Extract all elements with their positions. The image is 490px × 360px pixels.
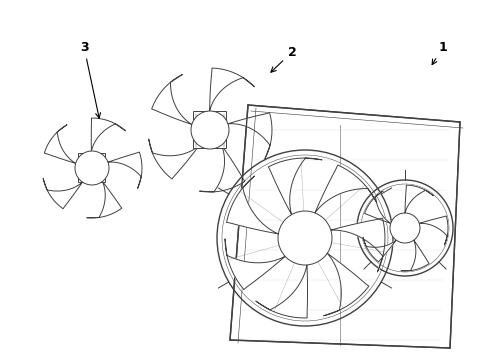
Polygon shape bbox=[91, 118, 125, 151]
FancyBboxPatch shape bbox=[78, 153, 105, 183]
Polygon shape bbox=[363, 237, 396, 262]
Circle shape bbox=[395, 218, 415, 238]
Text: 3: 3 bbox=[80, 41, 100, 118]
Circle shape bbox=[287, 220, 323, 256]
Circle shape bbox=[81, 157, 103, 179]
Polygon shape bbox=[230, 105, 460, 348]
Polygon shape bbox=[225, 239, 285, 289]
Polygon shape bbox=[405, 185, 434, 213]
Circle shape bbox=[390, 213, 420, 243]
Circle shape bbox=[75, 151, 109, 185]
Circle shape bbox=[278, 211, 332, 265]
Text: 1: 1 bbox=[432, 41, 447, 64]
Polygon shape bbox=[226, 176, 278, 234]
Polygon shape bbox=[323, 253, 369, 316]
Text: 2: 2 bbox=[271, 45, 296, 72]
Polygon shape bbox=[401, 240, 429, 271]
Polygon shape bbox=[152, 75, 192, 125]
Circle shape bbox=[203, 123, 217, 137]
Polygon shape bbox=[331, 218, 385, 272]
Circle shape bbox=[86, 162, 98, 174]
Polygon shape bbox=[199, 145, 245, 192]
Polygon shape bbox=[228, 113, 272, 159]
Polygon shape bbox=[44, 125, 75, 163]
Polygon shape bbox=[419, 216, 448, 245]
Polygon shape bbox=[315, 165, 377, 213]
Circle shape bbox=[197, 118, 222, 142]
Circle shape bbox=[400, 223, 410, 233]
Polygon shape bbox=[43, 179, 82, 209]
Polygon shape bbox=[269, 158, 322, 215]
Circle shape bbox=[86, 162, 98, 174]
Circle shape bbox=[300, 233, 310, 243]
Polygon shape bbox=[256, 265, 308, 318]
Circle shape bbox=[191, 111, 229, 149]
FancyBboxPatch shape bbox=[194, 112, 226, 149]
Polygon shape bbox=[87, 181, 122, 218]
Circle shape bbox=[203, 123, 217, 137]
Polygon shape bbox=[108, 152, 142, 188]
Polygon shape bbox=[365, 191, 391, 223]
Polygon shape bbox=[210, 68, 254, 111]
Polygon shape bbox=[148, 139, 199, 179]
Circle shape bbox=[295, 228, 315, 248]
